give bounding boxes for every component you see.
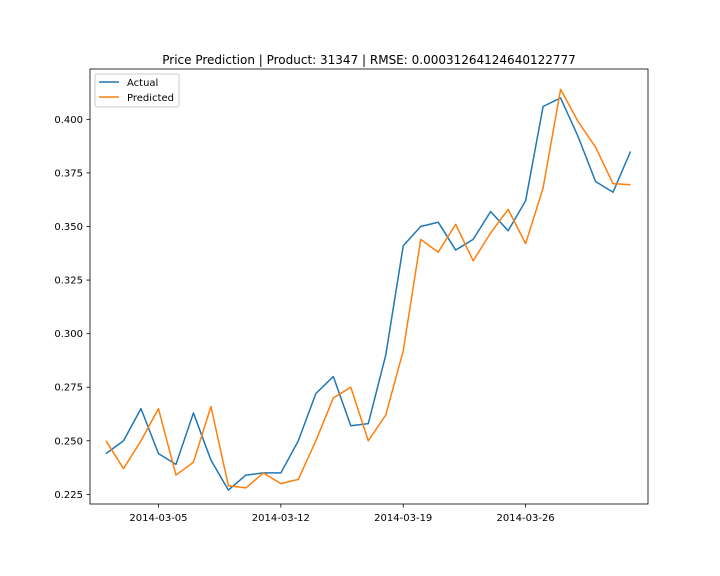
plot-area (90, 69, 648, 504)
series-line-actual (105, 97, 632, 491)
y-tick-label: 0.225 (54, 490, 83, 501)
y-tick-label: 0.300 (54, 329, 83, 340)
legend: Actual Predicted (94, 73, 180, 108)
y-tick-label: 0.375 (54, 168, 83, 179)
y-tick-label: 0.350 (54, 222, 83, 233)
series-line-predicted (105, 88, 631, 489)
y-tick-label: 0.275 (54, 383, 83, 394)
x-tick-label: 2014-03-19 (374, 513, 432, 524)
y-tick-label: 0.400 (54, 115, 83, 126)
axis-layer: 0.225 0.250 0.275 0.300 0.325 0.350 0.375 0.400… (54, 115, 554, 524)
legend-label-predicted: Predicted (127, 93, 174, 104)
x-tick-label: 2014-03-12 (252, 513, 310, 524)
y-tick-label: 0.325 (54, 276, 83, 287)
series-layer (105, 88, 632, 491)
chart-title: Price Prediction | Product: 31347 | RMSE… (162, 53, 576, 67)
y-tick-label: 0.250 (54, 436, 83, 447)
legend-label-actual: Actual (127, 78, 158, 89)
x-tick-label: 2014-03-05 (129, 513, 187, 524)
plot-frame (89, 68, 649, 505)
x-tick-label: 2014-03-26 (497, 513, 555, 524)
